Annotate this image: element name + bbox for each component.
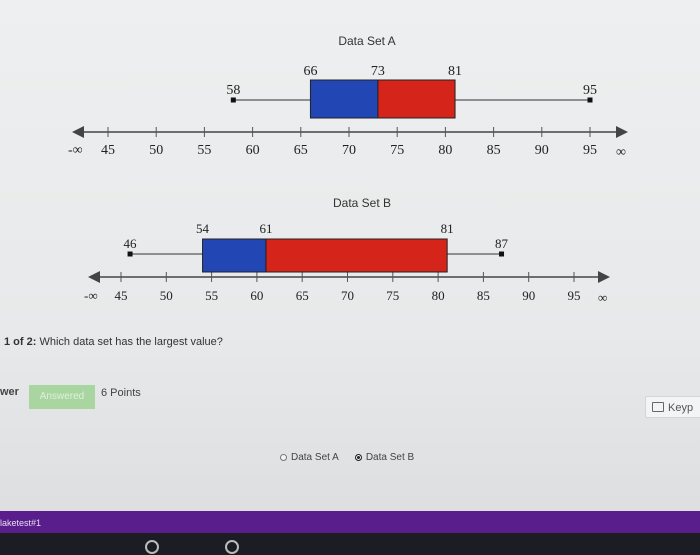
option-label: Data Set A (291, 452, 339, 463)
tick-label: 90 (522, 288, 535, 303)
taskbar-purple-strip (0, 511, 700, 533)
max-label: 95 (583, 83, 597, 98)
question-body: Which data set has the largest value? (39, 336, 223, 348)
q1-label: 66 (303, 64, 317, 79)
axis-right-label: ∞ (598, 290, 607, 305)
box-upper-half (265, 238, 448, 273)
tick-label: 85 (477, 288, 490, 303)
q3-label: 81 (441, 221, 454, 236)
tick-label: 55 (197, 143, 211, 158)
radio-icon[interactable] (280, 454, 287, 461)
tick-label: 70 (341, 288, 354, 303)
axis-left-arrow (88, 271, 100, 283)
taskbar-dark-strip (0, 533, 700, 555)
keypad-button[interactable]: Keyp (645, 396, 700, 418)
tick-label: 60 (246, 143, 260, 158)
question-number: 1 of 2: (4, 336, 37, 348)
tick-label: 65 (296, 288, 309, 303)
answer-options: Data Set A Data Set B (280, 452, 414, 463)
axis-left-label: -∞ (68, 143, 83, 158)
tick-label: 85 (487, 143, 501, 158)
option-data-set-a[interactable]: Data Set A (280, 452, 339, 463)
chart-title: Data Set A (338, 34, 395, 48)
q1-label: 54 (196, 221, 210, 236)
keypad-label: Keyp (668, 402, 694, 414)
tick-label: 80 (432, 288, 445, 303)
min-marker (230, 97, 236, 103)
tick-label: 80 (438, 143, 452, 158)
tick-label: 75 (386, 288, 399, 303)
radio-icon[interactable] (354, 454, 362, 461)
tick-label: 70 (342, 143, 356, 158)
keypad-icon (652, 402, 664, 412)
median-label: 61 (259, 221, 272, 236)
box-plots: Data Set A 45 50 55 60 65 70 75 80 85 90 95 -∞ ∞ 66 73 8… (68, 34, 628, 305)
app-icon[interactable] (225, 540, 239, 554)
answer-label: wer (0, 386, 19, 398)
max-marker (499, 251, 505, 257)
box-upper-half (377, 79, 456, 119)
axis-left-arrow (72, 126, 84, 138)
tick-label: 90 (535, 143, 549, 158)
tick-label: 95 (568, 288, 581, 303)
min-label: 46 (124, 236, 138, 251)
tick-label: 65 (294, 143, 308, 158)
axis-left-label: -∞ (84, 288, 98, 303)
points-label: 6 Points (101, 387, 141, 399)
min-label: 58 (226, 83, 240, 98)
option-label: Data Set B (365, 452, 415, 463)
axis-right-arrow (616, 126, 628, 138)
taskbar-label: laketest#1 (0, 518, 42, 528)
box-lower-half (309, 79, 379, 119)
back-icon[interactable] (145, 540, 159, 554)
tick-label: 50 (160, 288, 173, 303)
max-label: 87 (495, 236, 509, 251)
tick-label: 55 (205, 288, 218, 303)
axis-right-arrow (598, 271, 610, 283)
tick-label: 50 (149, 143, 163, 158)
question-text: 1 of 2: Which data set has the largest v… (4, 336, 223, 348)
min-marker (127, 251, 133, 257)
box-lower-half (202, 238, 267, 273)
tick-label: 45 (115, 288, 128, 303)
tick-label: 95 (583, 143, 597, 158)
max-marker (587, 97, 593, 103)
option-data-set-b[interactable]: Data Set B (354, 452, 415, 463)
status-badge: Answered (29, 385, 95, 409)
tick-label: 75 (390, 143, 404, 158)
q3-label: 81 (448, 64, 462, 79)
axis-right-label: ∞ (616, 145, 626, 160)
tick-label: 60 (250, 288, 263, 303)
taskbar: laketest#1 (0, 511, 700, 555)
chart-title: Data Set B (333, 196, 391, 210)
tick-label: 45 (101, 143, 115, 158)
median-label: 73 (371, 64, 385, 79)
